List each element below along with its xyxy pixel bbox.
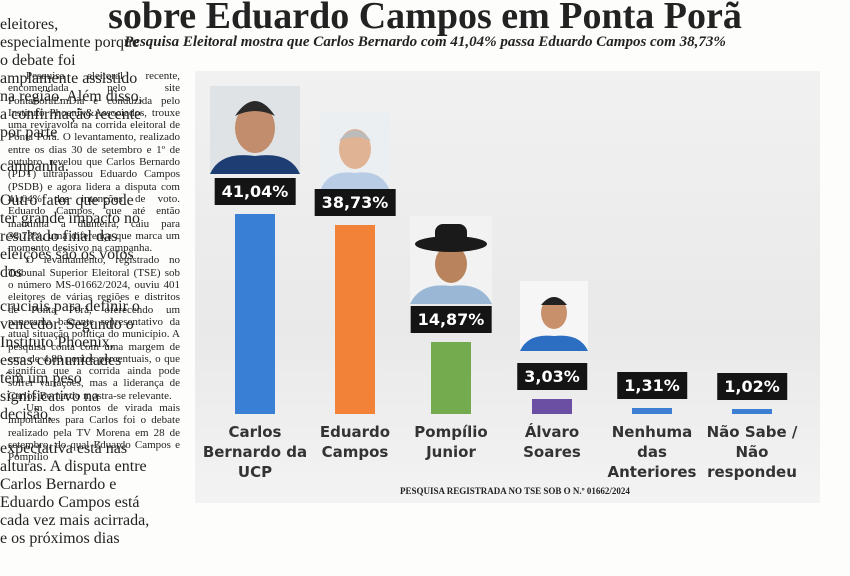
value-label: 38,73% [314,189,396,217]
text-column: eleitores, especialmente porque o debate… [0,16,145,142]
photo [320,111,390,191]
paragraph: campanha. [0,158,69,175]
paragraph: expectativa está nas alturas. A disputa … [0,440,150,547]
photo [410,216,492,304]
bar [632,407,672,414]
text-column: expectativa está nas alturas. A disputa … [0,440,150,548]
value-label: 1,31% [617,371,687,399]
paragraph: Pesquisa eleitoral recente, encomendada … [8,70,180,255]
subtitle: Pesquisa Eleitoral mostra que Carlos Ber… [124,34,726,50]
photo [210,86,300,174]
bar [335,225,375,414]
value-label: 41,04% [214,178,296,206]
category-label: Carlos Bernardo da UCP [202,423,308,481]
category-label: Eduardo Campos [319,423,391,461]
text-column: campanha. Outro fator que pode ter grande… [0,158,145,282]
text-column: cruciais para definir o vencedor. Segund… [0,298,145,424]
bar [732,409,772,414]
paragraph: cruciais para definir o vencedor. Segund… [0,298,140,423]
paragraph: eleitores, especialmente porque o debate… [0,16,143,141]
bar [532,399,572,414]
paragraph: Um dos pontos de virada mais importantes… [8,402,180,464]
chart-note: PESQUISA REGISTRADA NO TSE SOB O N.º 016… [400,486,630,496]
left-column: Pesquisa eleitoral recente, encomendada … [8,70,180,464]
category-label: Álvaro Soares [523,423,581,461]
headline: sobre Eduardo Campos em Ponta Porã [108,0,742,37]
paragraph: O levantamento, registrado no Tribunal S… [8,254,180,402]
paragraph: Outro fator que pode ter grande impacto … [0,192,140,281]
category-label: Não Sabe / Não respondeu [706,423,798,481]
value-label: 1,02% [717,373,787,401]
category-label: Pompílio Junior [414,423,488,461]
bar [235,214,275,414]
value-label: 3,03% [517,363,587,391]
photo [520,281,588,351]
bar [431,341,471,414]
category-label: Nenhuma das Anteriores [607,423,697,481]
value-label: 14,87% [410,305,492,333]
chart: 41,04% Carlos Bernardo da UCP 38,73% Eduard… [195,71,820,503]
